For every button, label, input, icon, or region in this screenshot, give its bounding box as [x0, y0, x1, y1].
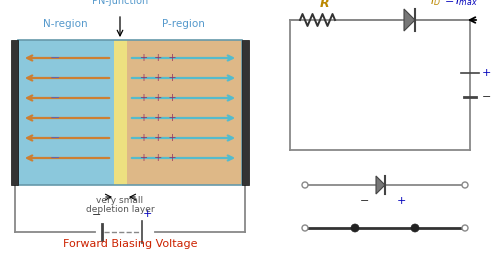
- Bar: [18, 40, 120, 185]
- Circle shape: [411, 224, 419, 232]
- Circle shape: [462, 225, 468, 231]
- Text: +: +: [396, 196, 406, 206]
- Text: Forward Biasing Voltage: Forward Biasing Voltage: [63, 239, 197, 249]
- Text: +  +  +: + + +: [140, 93, 176, 103]
- Circle shape: [351, 224, 359, 232]
- Text: +  +  +: + + +: [140, 73, 176, 83]
- Bar: [11, 40, 18, 185]
- Polygon shape: [376, 176, 385, 194]
- Bar: [120, 40, 242, 185]
- Text: +  +  +: + + +: [140, 153, 176, 163]
- Text: +  +  +: + + +: [140, 133, 176, 143]
- Circle shape: [302, 225, 308, 231]
- Text: −: −: [50, 132, 60, 145]
- Polygon shape: [404, 9, 415, 31]
- Bar: [18, 40, 242, 185]
- Text: −: −: [482, 92, 492, 102]
- Text: −: −: [50, 112, 60, 125]
- Text: −: −: [92, 210, 101, 220]
- Bar: [242, 40, 249, 185]
- Text: −: −: [360, 196, 370, 206]
- Bar: [114, 40, 127, 185]
- Text: +  +  +: + + +: [140, 113, 176, 123]
- Text: −: −: [50, 152, 60, 164]
- Text: +  +  +: + + +: [140, 53, 176, 63]
- Text: depletion layer: depletion layer: [86, 205, 154, 214]
- Text: $I_D$: $I_D$: [430, 0, 441, 8]
- Text: −: −: [50, 91, 60, 104]
- Text: R: R: [320, 0, 330, 10]
- Text: +: +: [482, 68, 492, 78]
- Text: −: −: [50, 71, 60, 84]
- Text: N-region: N-region: [43, 19, 87, 29]
- Circle shape: [302, 182, 308, 188]
- Text: very small: very small: [97, 196, 144, 205]
- Text: PN-junction: PN-junction: [92, 0, 148, 6]
- Circle shape: [462, 182, 468, 188]
- Text: −: −: [50, 52, 60, 64]
- Text: +: +: [143, 209, 151, 219]
- Text: P-region: P-region: [161, 19, 204, 29]
- Text: $= I_{max}$: $= I_{max}$: [442, 0, 478, 8]
